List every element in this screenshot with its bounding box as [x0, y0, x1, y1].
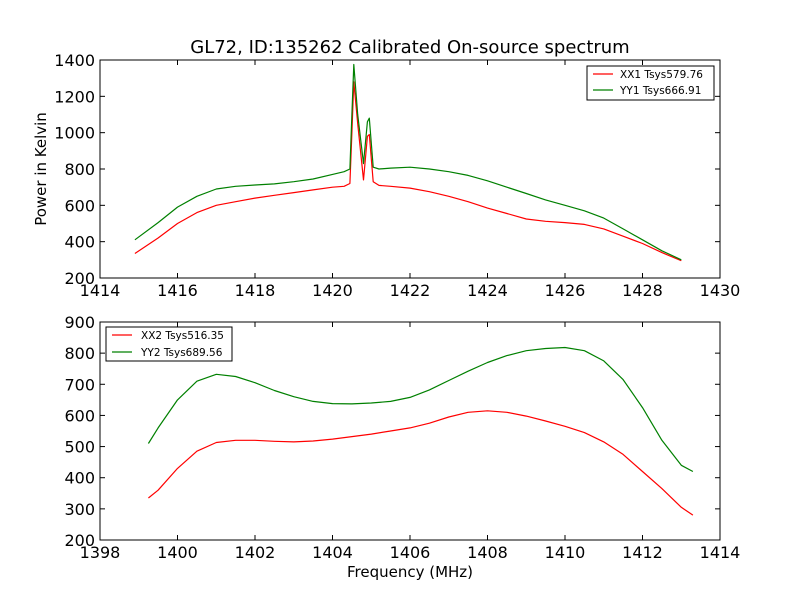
bottom-legend: XX2 Tsys516.35 YY2 Tsys689.56: [105, 326, 233, 362]
top-x-tick-label: 1430: [700, 281, 741, 300]
top-series-line-yy: [134, 63, 682, 261]
top-y-tick-label: 800: [64, 160, 95, 179]
legend-label-xx1: XX1 Tsys579.76: [620, 69, 703, 81]
top-panel: 1414 1416 1418 1420 1422 1424 1426 1428 1430 200…: [32, 51, 740, 300]
bottom-x-tick-label: 1402: [235, 543, 276, 562]
bottom-x-tick-label: 1410: [545, 543, 586, 562]
bottom-x-tick-label: 1414: [700, 543, 741, 562]
bottom-x-tick-label: 1404: [312, 543, 353, 562]
top-y-tick-label: 600: [64, 196, 95, 215]
top-x-tick-label: 1416: [157, 281, 198, 300]
top-axes-frame: [99, 59, 721, 279]
bottom-series: [147, 346, 694, 516]
top-x-tick-label: 1414: [80, 281, 121, 300]
top-x-tick-label: 1420: [312, 281, 353, 300]
top-y-tick-label: 1000: [54, 124, 95, 143]
top-x-tick-label: 1428: [622, 281, 663, 300]
bottom-series-line-yy: [147, 346, 694, 473]
bottom-y-tick-label: 700: [64, 375, 95, 394]
top-y-tick-label: 1200: [54, 87, 95, 106]
top-legend-box: [586, 65, 715, 101]
top-x-tick-label: 1418: [235, 281, 276, 300]
top-y-axis-title: Power in Kelvin: [32, 112, 50, 226]
bottom-x-tick-labels: 1398 1400 1402 1404 1406 1408 1410 1412 1414: [80, 543, 741, 562]
top-y-tick-label: 200: [64, 269, 95, 288]
bottom-axes-frame: [99, 321, 721, 541]
bottom-y-tick-label: 600: [64, 406, 95, 425]
top-legend: XX1 Tsys579.76 YY1 Tsys666.91: [586, 65, 715, 101]
bottom-y-tick-label: 200: [64, 531, 95, 550]
legend-label-yy1: YY1 Tsys666.91: [619, 85, 701, 97]
bottom-series-line-xx: [148, 410, 694, 516]
bottom-y-tick-label: 400: [64, 469, 95, 488]
top-x-tick-label: 1422: [390, 281, 431, 300]
top-series-line-xx: [134, 81, 682, 262]
bottom-y-tick-label: 900: [64, 313, 95, 332]
legend-label-yy2: YY2 Tsys689.56: [140, 347, 223, 359]
bottom-x-tick-label: 1406: [390, 543, 431, 562]
bottom-y-tick-label: 300: [64, 500, 95, 519]
bottom-x-axis-title: Frequency (MHz): [347, 563, 473, 581]
figure-title: GL72, ID:135262 Calibrated On-source spe…: [190, 37, 629, 58]
bottom-y-tick-labels: 200 300 400 500 600 700 800 900: [64, 313, 95, 550]
top-series: [134, 63, 682, 262]
legend-label-xx2: XX2 Tsys516.35: [141, 330, 224, 342]
bottom-y-tick-label: 500: [64, 438, 95, 457]
bottom-x-tick-label: 1400: [157, 543, 198, 562]
bottom-x-tick-label: 1408: [467, 543, 508, 562]
bottom-panel: 1398 1400 1402 1404 1406 1408 1410 1412 1414 200…: [64, 313, 740, 581]
top-x-tick-labels: 1414 1416 1418 1420 1422 1424 1426 1428 1430: [80, 281, 741, 300]
top-x-tick-label: 1426: [545, 281, 586, 300]
top-y-tick-label: 1400: [54, 51, 95, 70]
top-x-tick-label: 1424: [467, 281, 508, 300]
bottom-legend-box: [105, 326, 233, 362]
bottom-y-tick-label: 800: [64, 344, 95, 363]
top-y-tick-label: 400: [64, 233, 95, 252]
bottom-x-tick-label: 1412: [622, 543, 663, 562]
top-y-tick-labels: 200 400 600 800 1000 1200 1400: [54, 51, 95, 288]
bottom-x-tick-label: 1398: [80, 543, 121, 562]
